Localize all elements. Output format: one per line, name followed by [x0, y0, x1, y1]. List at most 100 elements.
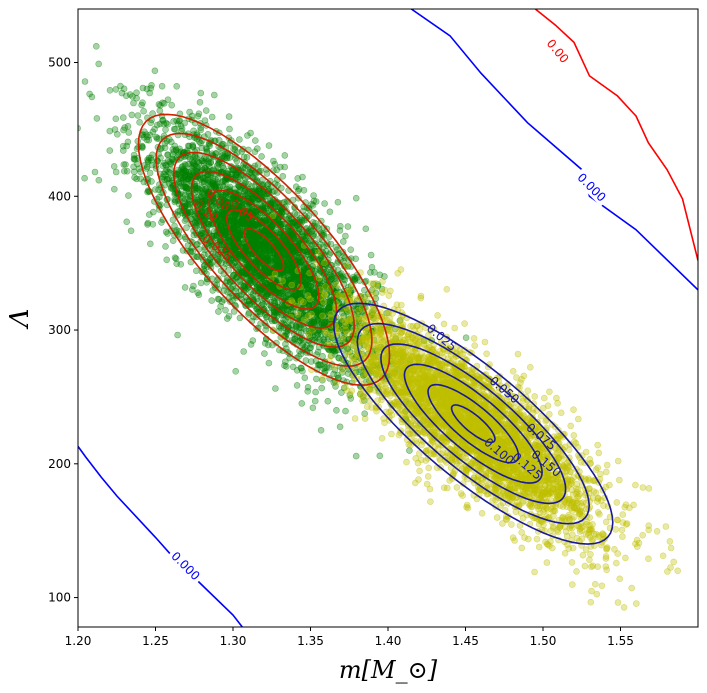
scatter-point	[325, 307, 333, 315]
scatter-point	[240, 243, 247, 251]
scatter-point	[235, 219, 242, 226]
scatter-point	[434, 312, 441, 319]
scatter-point	[255, 242, 263, 249]
scatter-point	[217, 221, 224, 228]
scatter-point	[462, 334, 470, 342]
scatter-point	[179, 167, 187, 174]
scatter-point	[197, 279, 205, 287]
scatter-point	[169, 216, 177, 224]
scatter-point	[141, 128, 148, 135]
scatter-point	[158, 82, 166, 90]
scatter-point	[294, 187, 302, 195]
scatter-point	[123, 92, 130, 100]
scatter-point	[314, 348, 322, 356]
scatter-point	[310, 313, 318, 321]
scatter-point	[189, 248, 196, 255]
scatter-point	[229, 241, 237, 249]
scatter-point	[131, 156, 139, 163]
scatter-point	[298, 400, 306, 407]
scatter-point	[300, 265, 308, 273]
scatter-point	[308, 228, 316, 235]
scatter-point	[290, 296, 298, 304]
scatter-point	[169, 156, 176, 163]
scatter-point	[169, 237, 177, 244]
scatter-point	[146, 211, 153, 218]
scatter-point	[310, 192, 317, 199]
scatter-point	[336, 423, 344, 431]
scatter-point	[218, 225, 225, 233]
scatter-point	[295, 314, 302, 322]
scatter-point	[316, 360, 323, 368]
scatter-point	[244, 247, 252, 255]
scatter-point	[293, 382, 301, 389]
scatter-point	[251, 233, 258, 240]
scatter-point	[288, 321, 296, 329]
scatter-point	[300, 187, 308, 194]
scatter-point	[153, 133, 160, 141]
scatter-point	[406, 447, 413, 454]
scatter-point	[145, 154, 153, 162]
scatter-point	[367, 251, 375, 259]
scatter-point	[290, 274, 298, 281]
scatter-point	[581, 562, 589, 570]
scatter-point	[256, 237, 264, 245]
scatter-point	[289, 269, 297, 276]
scatter-point	[334, 371, 341, 379]
scatter-point	[249, 238, 256, 246]
scatter-point	[140, 134, 148, 141]
scatter-point	[146, 169, 154, 177]
scatter-point	[168, 101, 175, 109]
scatter-point	[111, 185, 118, 193]
scatter-point	[614, 599, 622, 606]
scatter-point	[299, 173, 306, 181]
scatter-point	[253, 222, 261, 230]
scatter-point	[307, 344, 314, 352]
scatter-point	[201, 214, 208, 221]
scatter-point	[277, 324, 285, 332]
scatter-point	[124, 123, 132, 130]
scatter-point	[196, 99, 204, 106]
scatter-point	[271, 261, 279, 269]
scatter-point	[287, 275, 295, 282]
scatter-point	[289, 363, 297, 371]
scatter-point	[131, 174, 138, 181]
scatter-point	[261, 350, 268, 357]
scatter-point	[191, 219, 199, 226]
scatter-point	[333, 246, 341, 254]
scatter-point	[568, 581, 576, 588]
scatter-point	[112, 86, 120, 93]
scatter-point	[317, 426, 325, 434]
scatter-point	[233, 273, 240, 281]
scatter-point	[264, 256, 272, 264]
scatter-point	[144, 221, 151, 228]
scatter-point	[151, 125, 158, 133]
scatter-point	[156, 193, 163, 201]
scatter-point	[273, 255, 280, 263]
scatter-point	[376, 452, 384, 460]
scatter-point	[326, 208, 334, 216]
scatter-point	[298, 364, 305, 372]
scatter-point	[281, 152, 289, 159]
scatter-point	[149, 221, 157, 228]
scatter-point	[195, 110, 203, 117]
scatter-point	[342, 232, 349, 240]
scatter-point	[531, 393, 539, 400]
scatter-point	[147, 119, 154, 127]
scatter-point	[179, 183, 187, 191]
scatter-point	[120, 161, 128, 168]
scatter-point	[133, 94, 140, 102]
scatter-point	[227, 239, 235, 246]
scatter-point	[265, 359, 273, 367]
scatter-point	[344, 223, 352, 230]
scatter-point	[312, 375, 320, 383]
scatter-point	[224, 288, 231, 296]
scatter-point	[186, 142, 193, 150]
scatter-point	[279, 304, 286, 312]
scatter-point	[265, 232, 273, 240]
scatter-point	[120, 147, 127, 154]
scatter-point	[619, 511, 627, 518]
scatter-point	[217, 215, 225, 223]
scatter-point	[266, 250, 274, 257]
scatter-point	[127, 227, 135, 235]
scatter-point	[110, 163, 118, 170]
